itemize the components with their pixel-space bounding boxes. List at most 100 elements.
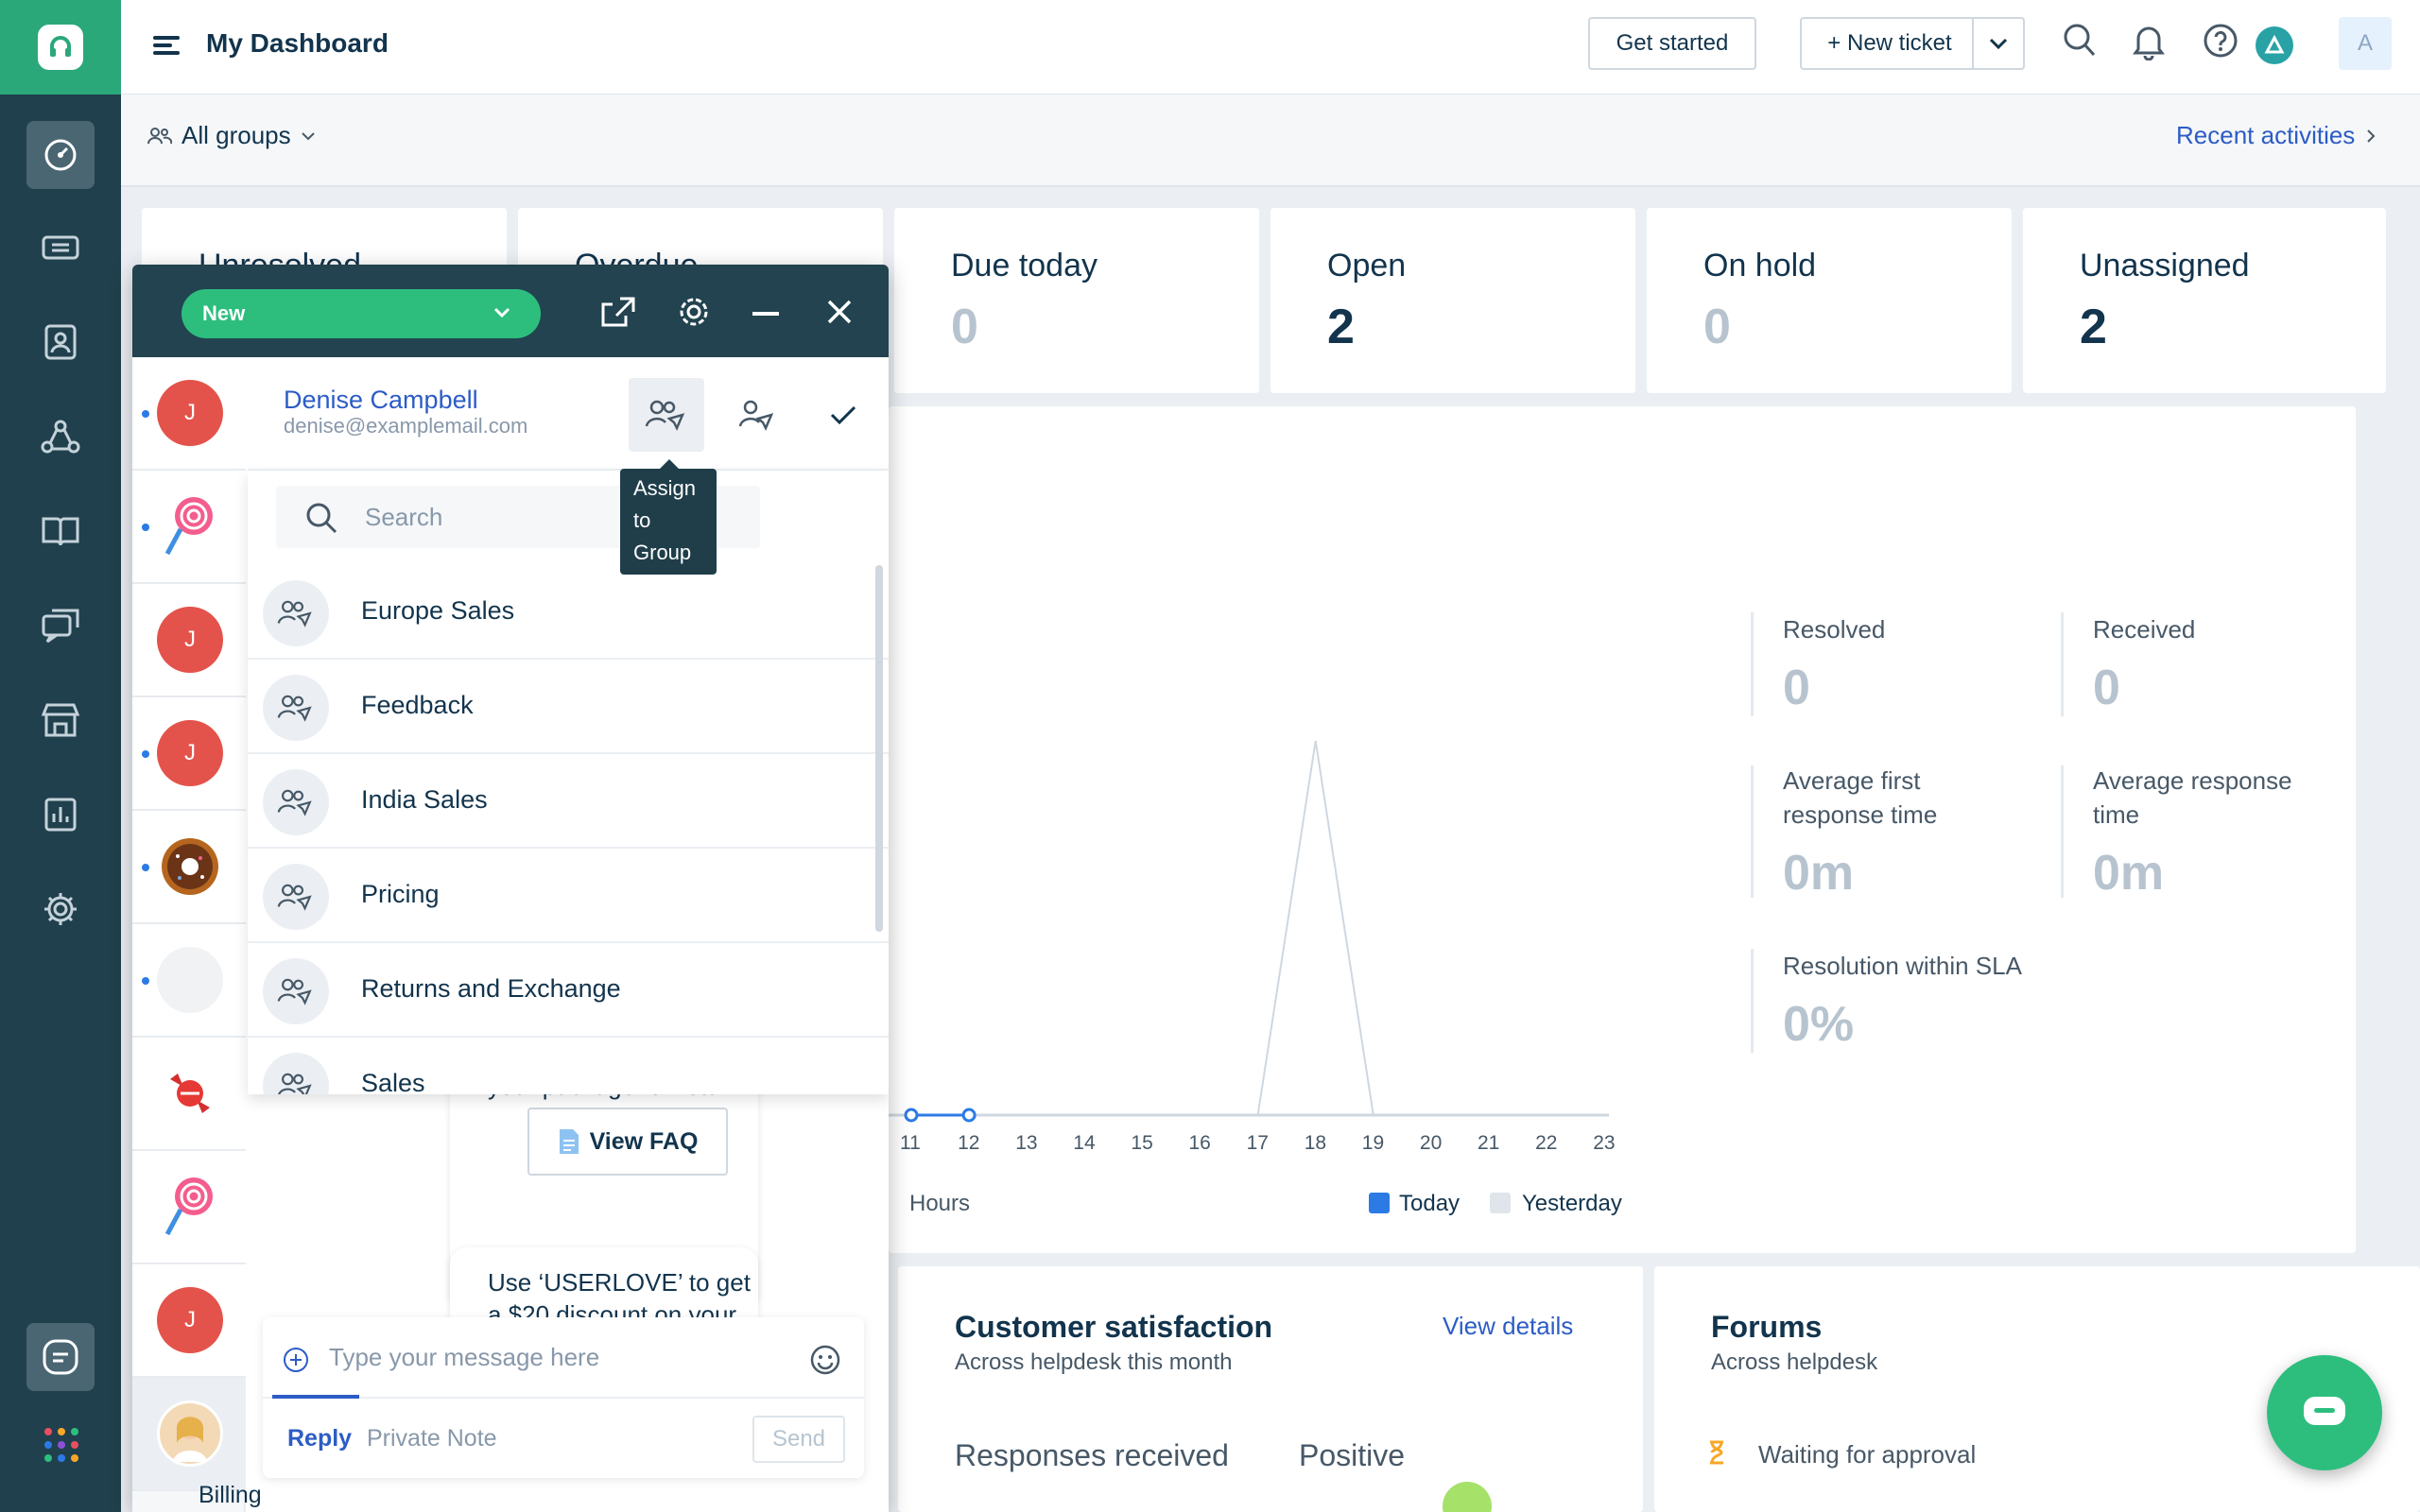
smiley-icon: [1443, 1482, 1492, 1512]
conversation-item[interactable]: [132, 1038, 246, 1151]
new-ticket-dropdown[interactable]: [1972, 17, 2025, 70]
assign-group-button[interactable]: [629, 378, 704, 452]
data-point[interactable]: [961, 1108, 977, 1123]
hamburger-icon[interactable]: [151, 32, 182, 59]
responses-received-label: Responses received: [955, 1438, 1229, 1472]
stat-card-open[interactable]: Open 2: [1270, 208, 1635, 393]
conversation-item[interactable]: [132, 924, 246, 1038]
status-dropdown[interactable]: New: [182, 289, 541, 338]
x-tick-label: 16: [1188, 1132, 1211, 1154]
dashboard-icon[interactable]: [26, 121, 95, 189]
contacts-icon[interactable]: [26, 308, 95, 376]
help-icon[interactable]: [2203, 23, 2238, 59]
tab-reply[interactable]: Reply: [287, 1425, 353, 1452]
get-started-button[interactable]: Get started: [1588, 17, 1756, 70]
marketplace-icon[interactable]: [26, 686, 95, 754]
chat-toggle-icon[interactable]: [26, 1323, 95, 1391]
people-icon: [147, 127, 172, 144]
x-tick-label: 22: [1535, 1132, 1558, 1154]
legend-yesterday-label[interactable]: Yesterday: [1522, 1191, 1622, 1216]
dropdown-scrollbar[interactable]: [875, 565, 883, 932]
emoji-icon[interactable]: [809, 1344, 841, 1376]
assign-agent-button[interactable]: [718, 378, 794, 452]
stat-label: Unassigned: [2080, 248, 2250, 284]
group-item-sales[interactable]: Sales: [248, 1038, 889, 1094]
search-icon: [306, 503, 337, 534]
group-item-returns-and-exchange[interactable]: Returns and Exchange: [248, 943, 889, 1038]
group-item-feedback[interactable]: Feedback: [248, 660, 889, 754]
csat-title: Customer satisfaction: [955, 1310, 1273, 1344]
close-icon[interactable]: [826, 299, 853, 325]
conversation-item[interactable]: J: [132, 357, 246, 471]
conversation-item[interactable]: J: [132, 1264, 246, 1378]
x-tick-label: 15: [1131, 1132, 1153, 1154]
group-item-pricing[interactable]: Pricing: [248, 849, 889, 943]
group-name: Returns and Exchange: [361, 974, 621, 1003]
send-button[interactable]: Send: [752, 1416, 845, 1463]
reports-icon[interactable]: [26, 781, 95, 849]
x-tick-label: 20: [1419, 1132, 1443, 1154]
lollipop-avatar: [157, 1174, 223, 1240]
popout-icon[interactable]: [599, 295, 637, 329]
app-logo[interactable]: [0, 0, 121, 94]
waiting-for-approval-label: Waiting for approval: [1758, 1440, 1977, 1469]
stat-card-due-today[interactable]: Due today 0: [894, 208, 1259, 393]
group-name: Sales: [361, 1069, 425, 1094]
contact-name[interactable]: Denise Campbell: [284, 386, 478, 414]
received-value: 0: [2093, 661, 2120, 715]
unread-dot: [142, 977, 149, 985]
divider: [1751, 949, 1754, 1053]
tab-private-note[interactable]: Private Note: [367, 1425, 497, 1452]
app-switcher-icon[interactable]: [43, 1427, 79, 1463]
minimize-icon[interactable]: [752, 310, 779, 318]
x-tick-label: 17: [1246, 1132, 1269, 1154]
search-icon[interactable]: [2063, 23, 2097, 59]
user-photo-avatar: [157, 1400, 223, 1467]
conversation-item-active[interactable]: [132, 1378, 246, 1491]
message-composer: Reply Private Note Send: [263, 1317, 864, 1478]
chat-launcher-button[interactable]: [2267, 1355, 2382, 1470]
stat-value: 2: [1327, 300, 1355, 354]
status-label: New: [202, 301, 246, 325]
recent-activities-link[interactable]: Recent activities: [2176, 121, 2376, 150]
avg-response-label: Average response time: [2093, 766, 2292, 829]
conversation-item[interactable]: J: [132, 584, 246, 697]
settings-icon[interactable]: [26, 875, 95, 943]
add-attachment-icon[interactable]: [282, 1346, 310, 1374]
resolve-button[interactable]: [805, 378, 881, 452]
tickets-icon[interactable]: [26, 214, 95, 282]
groups-filter[interactable]: All groups: [147, 121, 316, 150]
forums-title: Forums: [1711, 1310, 1823, 1344]
view-details-link[interactable]: View details: [1443, 1312, 1574, 1340]
stat-card-unassigned[interactable]: Unassigned 2: [2023, 208, 2386, 393]
data-point[interactable]: [904, 1108, 919, 1123]
conversation-item[interactable]: [132, 471, 246, 584]
group-item-europe-sales[interactable]: Europe Sales: [248, 565, 889, 660]
csat-subtitle: Across helpdesk this month: [955, 1349, 1233, 1375]
view-faq-button[interactable]: View FAQ: [527, 1108, 728, 1176]
org-switcher-icon[interactable]: [2256, 26, 2293, 64]
conversation-item[interactable]: J: [132, 697, 246, 811]
user-avatar[interactable]: A: [2339, 17, 2392, 70]
group-item-india-sales[interactable]: India Sales: [248, 754, 889, 849]
stat-card-on-hold[interactable]: On hold 0: [1647, 208, 2012, 393]
legend-today-label[interactable]: Today: [1399, 1191, 1461, 1216]
groups-icon[interactable]: [26, 403, 95, 471]
customer-satisfaction-card: Customer satisfaction Across helpdesk th…: [898, 1266, 1643, 1512]
forums-icon[interactable]: [26, 592, 95, 660]
divider: [1751, 612, 1754, 716]
avatar: J: [157, 607, 223, 673]
knowledge-base-icon[interactable]: [26, 497, 95, 565]
hourglass-icon: [1707, 1440, 1726, 1465]
group-name: Pricing: [361, 880, 440, 908]
notifications-icon[interactable]: [2133, 23, 2165, 60]
blank-avatar: [157, 947, 223, 1013]
unread-dot: [142, 524, 149, 531]
new-ticket-button[interactable]: + New ticket: [1800, 17, 1979, 70]
widget-settings-icon[interactable]: [675, 293, 713, 331]
conversation-item[interactable]: [132, 811, 246, 924]
avg-response-value: 0m: [2093, 846, 2165, 901]
group-search-input[interactable]: [365, 497, 648, 537]
conversation-item[interactable]: [132, 1151, 246, 1264]
message-input[interactable]: [329, 1336, 802, 1378]
